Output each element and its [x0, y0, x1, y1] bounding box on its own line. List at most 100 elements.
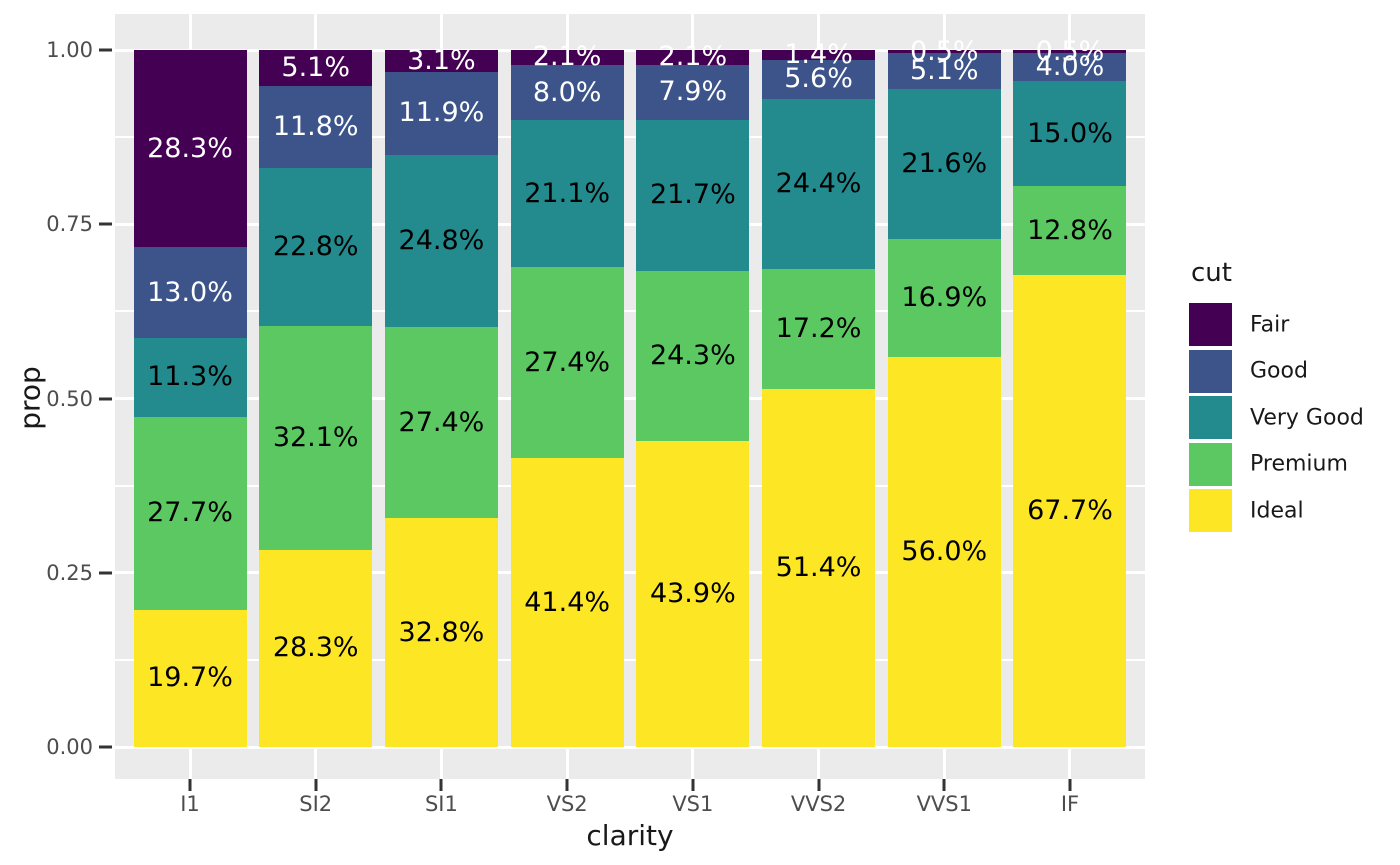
bar-value-label: 21.6%	[901, 148, 988, 180]
bar-segment	[1013, 53, 1127, 82]
major-gridline	[115, 222, 1145, 226]
bar-value-label: 24.4%	[775, 167, 862, 199]
x-tick-label: I1	[180, 792, 200, 816]
bar-value-label: 3.1%	[407, 44, 476, 76]
y-tick-label: 0.25	[46, 560, 93, 585]
legend-item-label: Premium	[1250, 451, 1348, 477]
legend-key-swatch	[1189, 349, 1232, 393]
bar-segment	[384, 154, 498, 328]
legend-key-swatch	[1189, 396, 1232, 439]
legend-item-label: Very Good	[1250, 405, 1364, 430]
bar-value-label: 51.4%	[775, 552, 862, 584]
x-tick-mark	[691, 779, 695, 791]
x-tick-mark	[565, 779, 569, 791]
legend-key-swatch	[1189, 442, 1232, 486]
bar-value-label: 5.1%	[909, 55, 979, 87]
bar-segment	[762, 59, 876, 99]
bar-value-label: 13.0%	[147, 276, 233, 308]
bar-value-label: 11.3%	[147, 361, 233, 393]
bar-segment	[1013, 275, 1127, 747]
x-tick-mark	[439, 779, 443, 791]
bar-segment	[133, 247, 247, 338]
bar-value-label: 5.1%	[281, 51, 351, 83]
bar-value-label: 27.7%	[147, 497, 233, 529]
bar-segment	[133, 337, 247, 417]
bar-segment	[762, 98, 876, 269]
legend-key-swatch	[1189, 303, 1232, 346]
legend-key-swatch	[1189, 489, 1232, 532]
bar-segment	[510, 64, 624, 121]
bar-segment	[762, 50, 876, 60]
x-tick-label: VVS2	[790, 792, 847, 816]
x-tick-label: IF	[1060, 792, 1080, 816]
bar-value-label: 27.4%	[398, 407, 485, 439]
y-tick-label: 1.00	[46, 38, 93, 62]
y-tick-label: 0.75	[46, 212, 93, 237]
legend-item-label: Fair	[1250, 312, 1290, 337]
bar-segment	[259, 549, 373, 747]
bar-value-label: 7.9%	[658, 76, 728, 108]
legend-item-label: Good	[1250, 358, 1308, 384]
legend-item-label: Ideal	[1250, 498, 1304, 523]
bar-segment	[384, 518, 498, 747]
bar-segment	[384, 50, 498, 72]
bar-segment	[636, 271, 750, 441]
bar-segment	[384, 71, 498, 155]
x-tick-mark	[188, 779, 192, 791]
bar-value-label: 0.5%	[1035, 35, 1105, 67]
bar-segment	[133, 416, 247, 610]
bar-value-label: 4.0%	[1035, 51, 1105, 83]
bar-value-label: 2.1%	[532, 41, 602, 73]
bar-value-label: 22.8%	[272, 231, 359, 263]
bar-segment	[510, 267, 624, 459]
bar-segment	[887, 88, 1001, 240]
y-tick-mark	[99, 571, 112, 575]
bar-value-label: 21.1%	[524, 178, 611, 210]
bar-value-label: 28.3%	[147, 132, 233, 164]
bar-segment	[762, 268, 876, 389]
bar-segment	[1013, 185, 1127, 276]
bar-segment	[1013, 50, 1127, 54]
bar-segment	[259, 85, 373, 168]
minor-gridline	[115, 310, 1145, 313]
bar-segment	[762, 388, 876, 747]
bar-value-label: 17.2%	[775, 312, 862, 344]
bar-value-label: 28.3%	[272, 632, 359, 664]
bar-value-label: 1.4%	[784, 39, 853, 71]
x-tick-label: VVS1	[916, 792, 972, 816]
bar-value-label: 27.4%	[524, 347, 611, 379]
minor-gridline	[115, 136, 1145, 139]
legend-title: cut	[1191, 258, 1232, 288]
bar-value-label: 67.7%	[1027, 495, 1113, 527]
x-axis-title: clarity	[586, 819, 674, 852]
bar-value-label: 21.7%	[649, 179, 736, 211]
y-tick-mark	[99, 745, 112, 749]
x-tick-label: VS1	[672, 792, 714, 816]
bar-segment	[887, 239, 1001, 358]
minor-gridline	[115, 658, 1145, 661]
bar-segment	[510, 458, 624, 747]
bar-segment	[259, 326, 373, 550]
bar-value-label: 43.9%	[649, 578, 736, 609]
bar-value-label: 56.0%	[901, 536, 988, 568]
bar-value-label: 8.0%	[532, 76, 602, 108]
x-tick-mark	[314, 779, 318, 791]
major-gridline	[115, 745, 1145, 749]
bar-segment	[133, 50, 247, 248]
bar-value-label: 11.9%	[398, 97, 485, 129]
y-tick-label: 0.00	[46, 735, 93, 759]
bar-value-label: 32.1%	[272, 422, 359, 454]
y-tick-mark	[99, 222, 112, 226]
bar-segment	[384, 327, 498, 519]
bar-segment	[887, 357, 1001, 747]
bar-segment	[1013, 81, 1127, 186]
bar-value-label: 16.9%	[901, 282, 988, 314]
bar-segment	[259, 167, 373, 327]
bar-value-label: 0.5%	[909, 35, 979, 67]
bar-value-label: 2.1%	[658, 41, 728, 73]
bar-segment	[133, 609, 247, 747]
bar-value-label: 41.4%	[524, 586, 611, 618]
x-tick-label: SI2	[299, 792, 333, 816]
x-tick-mark	[1068, 779, 1072, 791]
